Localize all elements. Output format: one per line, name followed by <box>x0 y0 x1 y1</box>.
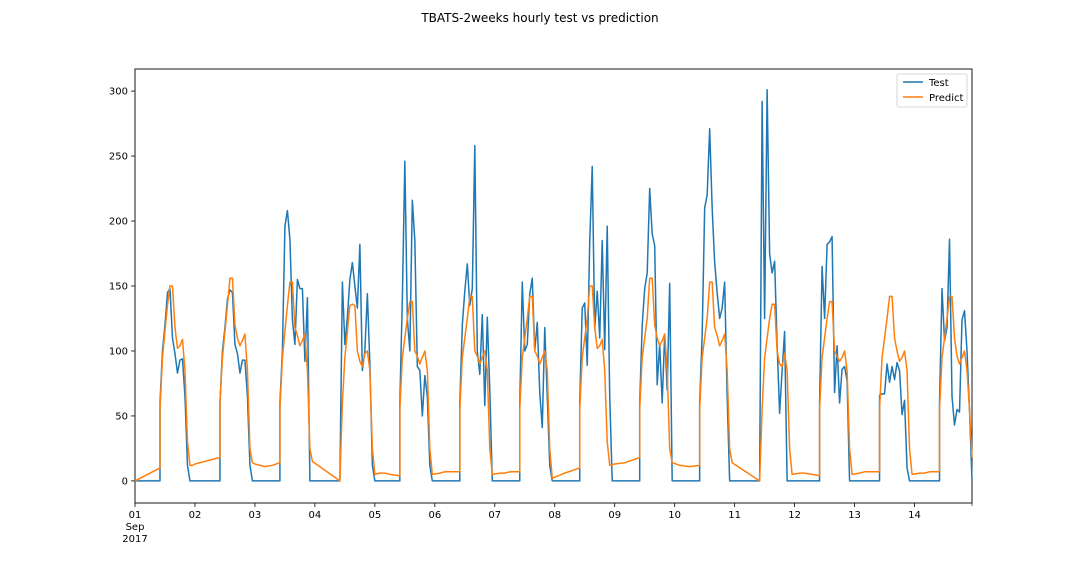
x-tick-label: 06 <box>428 510 441 521</box>
x-tick-label: 05 <box>368 510 381 521</box>
x-tick-label: 02 <box>189 510 202 521</box>
x-tick-label: 10 <box>668 510 681 521</box>
y-tick-label: 0 <box>122 476 128 487</box>
series-layer <box>134 89 973 482</box>
y-tick-label: 200 <box>109 217 128 228</box>
y-tick-label: 150 <box>109 282 128 293</box>
y-tick-label: 100 <box>109 346 128 357</box>
x-tick-sublabel-year: 2017 <box>122 534 147 545</box>
x-tick-label: 14 <box>908 510 921 521</box>
x-tick-label: 09 <box>608 510 621 521</box>
y-tick-label: 300 <box>109 87 128 98</box>
legend: Test Predict <box>896 73 968 108</box>
x-tick-sublabel-month: Sep <box>126 522 145 533</box>
series-line-test <box>135 89 973 482</box>
x-tick-label: 07 <box>488 510 501 521</box>
x-tick-label: 01 <box>129 510 142 521</box>
series-line-predict <box>134 277 973 482</box>
y-tick-label: 50 <box>115 411 128 422</box>
legend-label-predict: Predict <box>929 93 964 104</box>
plot-area-frame <box>134 68 973 504</box>
x-tick-label: 04 <box>309 510 322 521</box>
y-axis: 0 50 100 150 200 250 300 <box>109 87 135 487</box>
x-tick-label: 13 <box>848 510 861 521</box>
x-tick-label: 11 <box>728 510 741 521</box>
x-tick-label: 03 <box>249 510 262 521</box>
legend-label-test: Test <box>928 78 949 89</box>
chart-title: TBATS-2weeks hourly test vs prediction <box>420 11 658 25</box>
y-tick-label: 250 <box>109 152 128 163</box>
x-tick-label: 12 <box>788 510 801 521</box>
x-tick-label: 08 <box>548 510 561 521</box>
